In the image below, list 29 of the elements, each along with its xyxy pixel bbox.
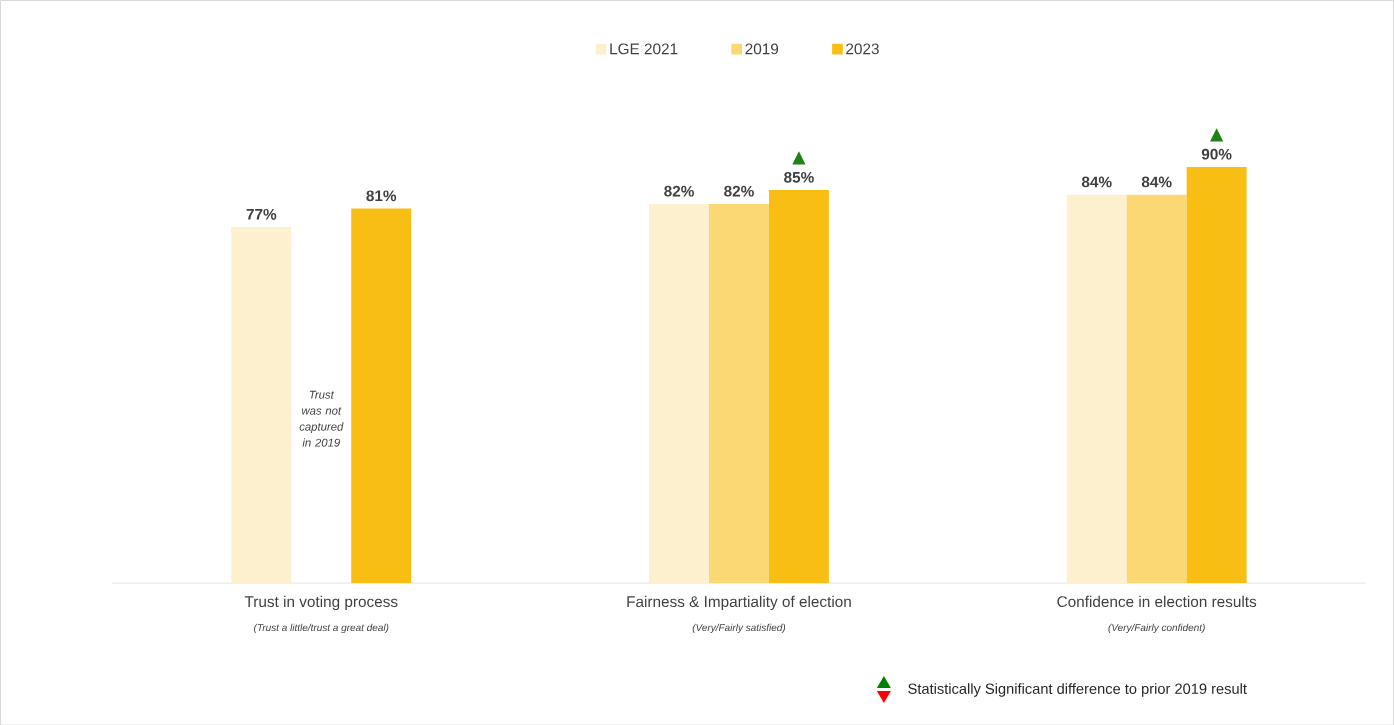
text: ▲ xyxy=(1210,127,1224,142)
legend-label: 2023 xyxy=(846,43,879,55)
text: (Very/Fairly satisfied) xyxy=(692,623,786,633)
text: (Very/Fairly confident) xyxy=(1108,623,1205,633)
data-label: 77% xyxy=(246,208,277,220)
text: (Trust a little/trust a great deal) xyxy=(254,623,389,633)
data-label: 84% xyxy=(1081,176,1112,188)
legend-label: LGE 2021 xyxy=(610,43,678,55)
data-label: 82% xyxy=(724,185,754,197)
data-label: 90% xyxy=(1201,148,1232,160)
bar xyxy=(231,226,292,583)
bar xyxy=(709,203,769,583)
x-tick-label: Trust in voting process xyxy=(244,595,398,610)
data-label: 85% xyxy=(784,171,814,183)
bar xyxy=(1126,194,1187,583)
bar xyxy=(351,208,412,583)
bar xyxy=(1186,166,1247,583)
annotation: Trust was not captured in 2019 xyxy=(299,390,344,447)
data-label: 82% xyxy=(664,185,694,197)
data-label: 81% xyxy=(366,190,397,201)
bar xyxy=(768,189,829,583)
text: ▲ xyxy=(792,151,806,165)
data-label: 84% xyxy=(1141,176,1172,188)
text: Statistically Significant difference to prior 2019 result xyxy=(908,682,1247,697)
bar xyxy=(649,203,710,583)
x-tick-label: Fairness & Impartiality of election xyxy=(627,595,851,610)
legend-label: 2019 xyxy=(745,43,779,55)
bar xyxy=(1066,194,1127,583)
x-tick-label: Confidence in election results xyxy=(1057,595,1257,607)
